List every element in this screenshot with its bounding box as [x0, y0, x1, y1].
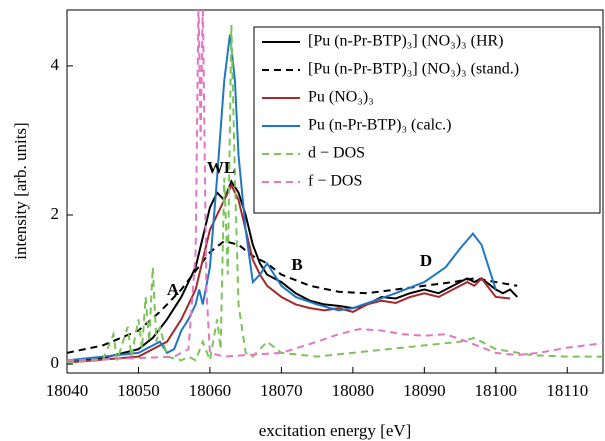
series-line [67, 239, 518, 354]
series-line [67, 34, 497, 362]
legend-box [253, 26, 601, 214]
x-tick-label: 18060 [189, 381, 232, 400]
annotation: A [167, 280, 180, 299]
y-tick-label: 2 [51, 204, 60, 223]
legend-label: Pu (NO₃)₃ [308, 89, 374, 106]
legend-label: f − DOS [308, 173, 362, 190]
y-tick-label: 4 [51, 55, 60, 74]
x-tick-label: 18080 [332, 381, 375, 400]
legend-label: d − DOS [308, 145, 365, 162]
y-tick-label: 0 [51, 353, 60, 372]
series-line [67, 24, 603, 365]
annotation: B [291, 255, 302, 274]
plot-frame [66, 9, 604, 374]
legend-label: Pu (n-Pr-BTP)₃ (calc.) [308, 117, 451, 134]
legend-label: [Pu (n-Pr-BTP)₃] (NO₃)₃ (stand.) [308, 61, 519, 78]
series-line [67, 179, 518, 362]
annotation: WL [207, 158, 235, 177]
legend-label: [Pu (n-Pr-BTP)₃] (NO₃)₃ (HR) [308, 33, 504, 50]
x-tick-label: 18040 [46, 381, 89, 400]
x-tick-label: 18050 [117, 381, 160, 400]
x-tick-label: 18090 [403, 381, 446, 400]
x-tick-label: 18070 [260, 381, 303, 400]
x-tick-label: 18110 [546, 381, 588, 400]
y-axis-label: intensity [arb. units] [11, 122, 30, 259]
x-tick-label: 18100 [475, 381, 518, 400]
x-axis-label: excitation energy [eV] [259, 421, 412, 440]
series-line [67, 10, 603, 362]
annotation: D [420, 251, 432, 270]
legend: [Pu (n-Pr-BTP)₃] (NO₃)₃ (HR) [Pu (n-Pr-BT… [253, 26, 601, 214]
plot-lines [67, 10, 603, 365]
